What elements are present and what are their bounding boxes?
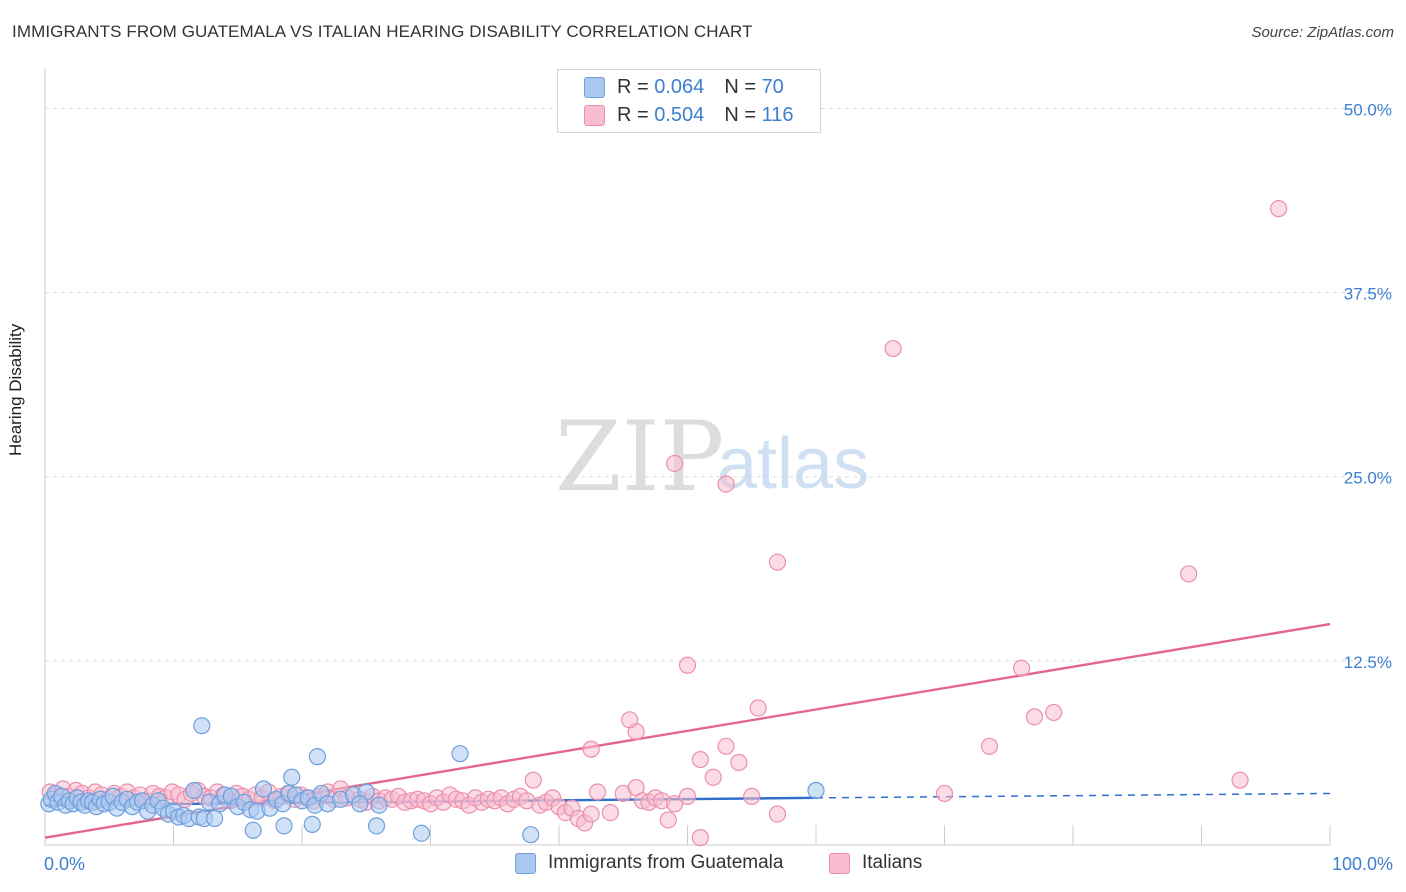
italians-point [1045, 703, 1063, 722]
italians-point [582, 740, 600, 758]
guatemala-point [351, 795, 369, 813]
y-tick-label: 50.0% [1344, 100, 1392, 119]
guatemala-point [451, 745, 469, 763]
watermark-atlas: atlas [717, 424, 869, 504]
guatemala-point [370, 796, 388, 814]
y-axis-label: Hearing Disability [6, 323, 25, 456]
bottom-legend-italians: Italians [829, 852, 922, 874]
italians-point [691, 829, 709, 847]
legend-row-italians: R = 0.504 N = 116 [584, 101, 793, 129]
watermark: ZIP atlas [555, 401, 869, 513]
axes [44, 68, 1331, 846]
italians-point [935, 784, 954, 803]
guatemala-trend-extension [815, 792, 1331, 799]
guatemala-point [193, 717, 211, 735]
italians-point [621, 711, 639, 729]
x-tick-label-min: 0.0% [44, 854, 85, 874]
italians-point [659, 811, 677, 829]
legend-r-value: 0.504 [654, 103, 705, 126]
italians-points [41, 200, 1288, 847]
italians-point [743, 787, 761, 805]
y-tick-label: 37.5% [1344, 285, 1392, 304]
bottom-legend-guatemala: Immigrants from Guatemala [515, 852, 783, 874]
italians-point [601, 803, 620, 822]
italians-point [768, 805, 787, 823]
guatemala-point [206, 809, 224, 828]
italians-point [678, 787, 697, 805]
italians-point [1012, 659, 1031, 677]
legend-r-value: 0.064 [654, 75, 705, 98]
legend-n-label: N = [724, 75, 756, 98]
x-tick-label-max: 100.0% [1332, 854, 1393, 874]
italians-point [768, 553, 787, 571]
guatemala-points [40, 717, 825, 844]
guatemala-legend-swatch [515, 852, 536, 874]
source-label: Source: ZipAtlas.com [1251, 24, 1394, 41]
italians-point [884, 339, 902, 358]
italians-point [524, 771, 542, 789]
guatemala-point [275, 817, 293, 835]
chart-title: IMMIGRANTS FROM GUATEMALA VS ITALIAN HEA… [12, 22, 753, 41]
italians-point [749, 699, 767, 717]
italians-point [717, 475, 735, 493]
italians-point [588, 783, 607, 801]
grid-lines [45, 107, 1392, 662]
guatemala-point [254, 780, 273, 798]
bottom-legend-label: Immigrants from Guatemala [548, 852, 784, 873]
italians-point [1231, 771, 1249, 789]
guatemala-point [308, 748, 327, 766]
guatemala-point [185, 781, 203, 800]
italians-point [582, 805, 600, 823]
tick-labels: 12.5% 25.0% 37.5% 50.0% 0.0% 100.0% [44, 100, 1393, 874]
italians-point [1025, 708, 1044, 726]
legend-n-value: 116 [761, 103, 794, 126]
italians-point [1269, 200, 1288, 218]
italians-point [704, 768, 722, 786]
legend-n-value: 70 [761, 75, 784, 98]
guatemala-point [283, 768, 301, 786]
italians-point [980, 737, 999, 755]
bottom-legend-label: Italians [862, 852, 923, 873]
correlation-legend: R = 0.064 N = 70 R = 0.504 N = 116 [557, 69, 821, 133]
legend-r-label: R = [617, 75, 649, 98]
guatemala-point [367, 817, 386, 835]
italians-point [717, 737, 735, 755]
guatemala-point [303, 815, 321, 833]
italians-swatch [584, 104, 605, 126]
legend-n-label: N = [724, 103, 756, 126]
italians-point [666, 454, 684, 473]
italians-point [666, 795, 684, 813]
guatemala-point [412, 824, 431, 842]
italians-point [1180, 565, 1198, 583]
legend-r-label: R = [617, 103, 649, 126]
guatemala-point [244, 821, 262, 839]
italians-point [691, 750, 709, 769]
legend-row-guatemala: R = 0.064 N = 70 [584, 73, 784, 101]
guatemala-point [522, 826, 540, 844]
watermark-zip: ZIP [555, 401, 724, 513]
y-tick-label: 12.5% [1344, 653, 1392, 672]
italians-point [730, 753, 748, 772]
guatemala-swatch [584, 76, 605, 98]
y-tick-label: 25.0% [1344, 469, 1392, 488]
italians-point [678, 656, 697, 674]
guatemala-point [807, 781, 825, 800]
italians-legend-swatch [829, 852, 850, 874]
